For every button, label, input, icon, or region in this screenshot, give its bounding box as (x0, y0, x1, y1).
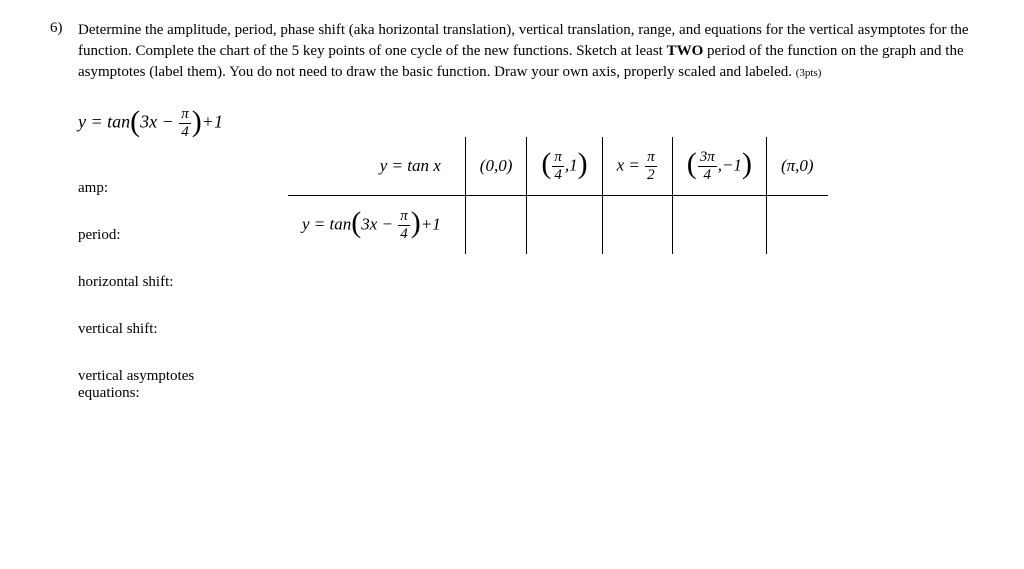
cell-kp2: (π4,1) (527, 137, 602, 196)
kp3-num: π (645, 150, 657, 167)
table-row-header: y = tan x (0,0) (π4,1) x = π2 (3π4,−1) (… (288, 137, 828, 196)
left-column: y = tan(3x − π4)+1 amp: period: horizont… (78, 107, 288, 432)
kp3-den: 2 (645, 167, 657, 183)
label-hshift: horizontal shift: (78, 274, 288, 291)
kp2-open: ( (541, 147, 551, 180)
kp2-val: 1 (569, 155, 578, 174)
new-frac: π4 (398, 209, 410, 242)
kp1-b: 0 (498, 156, 507, 175)
paren-close: ) (192, 105, 202, 138)
kp3-pre: x = (617, 155, 640, 174)
kp2-frac: π4 (552, 150, 564, 183)
new-suffix: +1 (421, 214, 441, 233)
kp3-frac: π2 (645, 150, 657, 183)
cell-blank-2 (527, 196, 602, 255)
new-den: 4 (398, 226, 410, 242)
question-block: 6) Determine the amplitude, period, phas… (50, 20, 974, 83)
question-bold: TWO (667, 43, 704, 59)
eq-suffix: +1 (202, 112, 223, 132)
basic-func: y = tan x (380, 156, 441, 175)
eq-inner: 3x − (140, 112, 174, 132)
table-wrap: y = tan x (0,0) (π4,1) x = π2 (3π4,−1) (… (288, 137, 974, 254)
keypoints-table: y = tan x (0,0) (π4,1) x = π2 (3π4,−1) (… (288, 137, 828, 254)
new-num: π (398, 209, 410, 226)
cell-blank-1 (465, 196, 527, 255)
eq-frac-num: π (179, 107, 191, 124)
question-number: 6) (50, 20, 78, 37)
eq-frac-den: 4 (179, 124, 191, 140)
label-vshift: vertical shift: (78, 321, 288, 338)
new-close: ) (411, 206, 421, 239)
label-asymp-l1: vertical asymptotes (78, 368, 194, 384)
cell-kp1: (0,0) (465, 137, 527, 196)
label-amp: amp: (78, 180, 288, 197)
eq-frac: π4 (179, 107, 191, 140)
question-points: (3pts) (796, 67, 822, 79)
cell-blank-3 (602, 196, 672, 255)
cell-kp3: x = π2 (602, 137, 672, 196)
kp2-close: ) (578, 147, 588, 180)
question-text: Determine the amplitude, period, phase s… (78, 20, 974, 83)
kp1-a: 0 (485, 156, 494, 175)
kp5-a: π (787, 156, 796, 175)
kp1-close: ) (507, 156, 513, 175)
cell-kp5: (π,0) (766, 137, 827, 196)
table-row-new: y = tan(3x − π4)+1 (288, 196, 828, 255)
cell-func-new: y = tan(3x − π4)+1 (288, 196, 465, 255)
kp4-den: 4 (698, 167, 717, 183)
kp4-num: 3π (698, 150, 717, 167)
cell-blank-4 (672, 196, 766, 255)
kp4-val: −1 (722, 155, 742, 174)
cell-kp4: (3π4,−1) (672, 137, 766, 196)
new-inner: 3x − (361, 214, 393, 233)
new-prefix: y = tan (302, 214, 351, 233)
kp2-num: π (552, 150, 564, 167)
new-open: ( (351, 206, 361, 239)
cell-blank-5 (766, 196, 827, 255)
label-asymp: vertical asymptotes equations: (78, 368, 288, 402)
labels-block: amp: period: horizontal shift: vertical … (78, 180, 288, 402)
paren-open: ( (130, 105, 140, 138)
kp2-den: 4 (552, 167, 564, 183)
kp5-close: ) (808, 156, 814, 175)
content-area: y = tan(3x − π4)+1 amp: period: horizont… (78, 107, 974, 432)
kp4-close: ) (742, 147, 752, 180)
main-equation: y = tan(3x − π4)+1 (78, 107, 288, 140)
eq-prefix: y = tan (78, 112, 130, 132)
kp4-open: ( (687, 147, 697, 180)
kp5-b: 0 (799, 156, 808, 175)
label-period: period: (78, 227, 288, 244)
cell-func-basic: y = tan x (288, 137, 465, 196)
label-asymp-l2: equations: (78, 385, 140, 401)
kp4-frac: 3π4 (698, 150, 717, 183)
